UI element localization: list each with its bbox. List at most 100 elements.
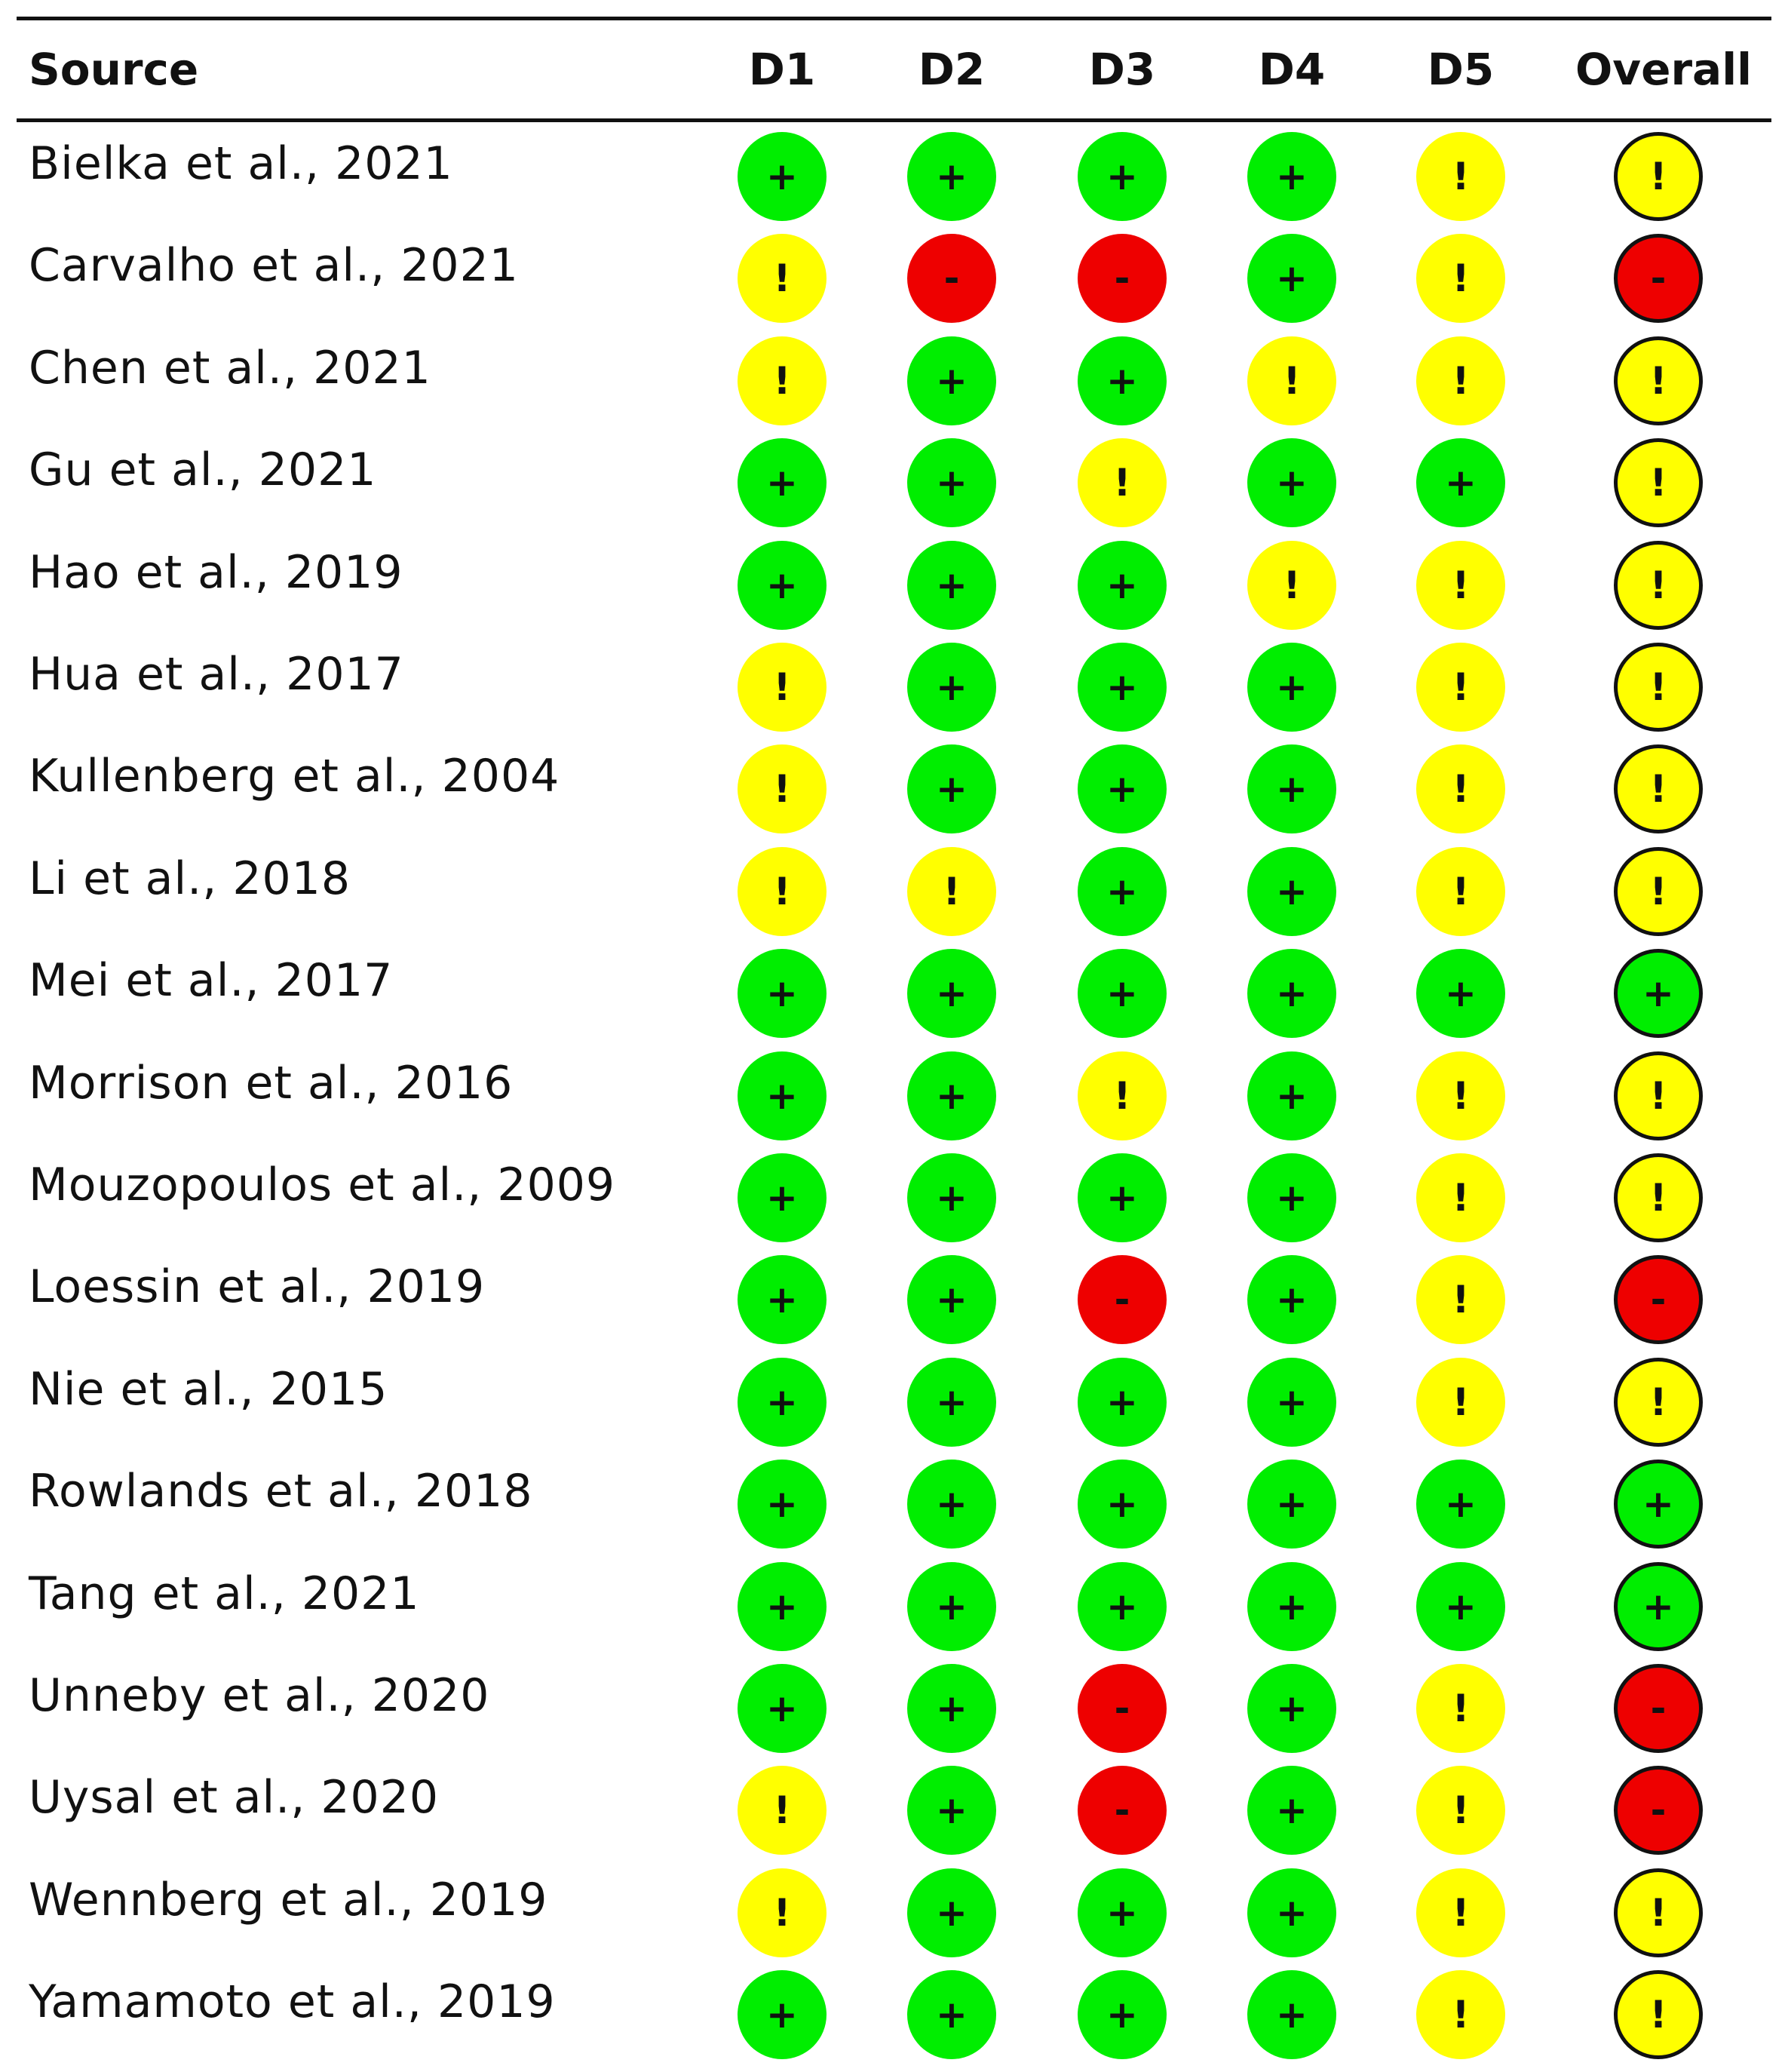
rating-overall-some-icon: ! (1614, 1970, 1703, 2059)
rating-d3-low-icon: + (1078, 1970, 1167, 2059)
rating-overall-low-icon: + (1614, 949, 1703, 1038)
rating-overall-some-icon: ! (1614, 438, 1703, 527)
table-row: Rowlands et al., 2018 + + + + + + (0, 1460, 1788, 1561)
rating-d1-some-icon: ! (738, 234, 827, 323)
rating-d3-low-icon: + (1078, 1358, 1167, 1447)
rating-d4-some-icon: ! (1247, 336, 1336, 425)
rating-d2-low-icon: + (907, 1562, 996, 1651)
rating-d5-some-icon: ! (1416, 1255, 1505, 1344)
source-label: Tang et al., 2021 (29, 1567, 420, 1620)
rating-d4-low-icon: + (1247, 1664, 1336, 1753)
rating-d2-low-icon: + (907, 1153, 996, 1242)
table-row: Li et al., 2018!! + +!! (0, 847, 1788, 949)
rating-d4-low-icon: + (1247, 1460, 1336, 1549)
rating-d2-low-icon: + (907, 336, 996, 425)
table-row: Nie et al., 2015 + + + +!! (0, 1358, 1788, 1460)
rating-d3-low-icon: + (1078, 132, 1167, 221)
rating-d4-low-icon: + (1247, 847, 1336, 936)
source-label: Carvalho et al., 2021 (29, 239, 519, 292)
rating-d2-low-icon: + (907, 1766, 996, 1855)
table-row: Tang et al., 2021 + + + + + + (0, 1562, 1788, 1664)
source-label: Wennberg et al., 2019 (29, 1874, 548, 1926)
rating-d1-low-icon: + (738, 1358, 827, 1447)
rating-d2-high-icon: - (907, 234, 996, 323)
rating-d2-low-icon: + (907, 949, 996, 1038)
table-row: Mei et al., 2017 + + + + + + (0, 949, 1788, 1051)
source-label: Li et al., 2018 (29, 852, 351, 905)
rating-overall-high-icon: - (1614, 234, 1703, 323)
rating-d5-some-icon: ! (1416, 132, 1505, 221)
rating-d4-low-icon: + (1247, 438, 1336, 527)
rating-d4-low-icon: + (1247, 234, 1336, 323)
rating-d1-low-icon: + (738, 1153, 827, 1242)
rating-d1-some-icon: ! (738, 1766, 827, 1855)
rating-d2-low-icon: + (907, 1255, 996, 1344)
rating-d5-low-icon: + (1416, 949, 1505, 1038)
table-row: Chen et al., 2021! + +!!! (0, 336, 1788, 438)
rating-d5-some-icon: ! (1416, 336, 1505, 425)
rating-d3-high-icon: - (1078, 234, 1167, 323)
rating-overall-some-icon: ! (1614, 336, 1703, 425)
table-row: Loessin et al., 2019 + + - +! - (0, 1255, 1788, 1357)
header-d3: D3 (1088, 44, 1156, 95)
table-row: Gu et al., 2021 + +! + +! (0, 438, 1788, 540)
header-rule (17, 118, 1771, 122)
table-row: Kullenberg et al., 2004! + + +!! (0, 744, 1788, 846)
table-row: Hua et al., 2017! + + +!! (0, 643, 1788, 744)
rating-d5-low-icon: + (1416, 1562, 1505, 1651)
rating-d1-low-icon: + (738, 541, 827, 630)
table-row: Unneby et al., 2020 + + - +! - (0, 1664, 1788, 1766)
rating-d2-low-icon: + (907, 1460, 996, 1549)
rating-d2-low-icon: + (907, 132, 996, 221)
table-top-rule (17, 17, 1771, 20)
rating-d4-low-icon: + (1247, 949, 1336, 1038)
header-d5: D5 (1427, 44, 1495, 95)
rating-overall-some-icon: ! (1614, 1358, 1703, 1447)
rating-overall-high-icon: - (1614, 1255, 1703, 1344)
rating-d1-low-icon: + (738, 1255, 827, 1344)
rating-d3-low-icon: + (1078, 1153, 1167, 1242)
rating-d4-some-icon: ! (1247, 541, 1336, 630)
rating-d1-some-icon: ! (738, 336, 827, 425)
rating-overall-low-icon: + (1614, 1460, 1703, 1549)
rating-d5-some-icon: ! (1416, 1358, 1505, 1447)
rating-d4-low-icon: + (1247, 1562, 1336, 1651)
table-row: Mouzopoulos et al., 2009 + + + +!! (0, 1153, 1788, 1255)
rating-overall-high-icon: - (1614, 1664, 1703, 1753)
rating-overall-some-icon: ! (1614, 1153, 1703, 1242)
rating-d3-low-icon: + (1078, 949, 1167, 1038)
rating-d3-low-icon: + (1078, 336, 1167, 425)
rating-d3-low-icon: + (1078, 744, 1167, 833)
rating-d3-low-icon: + (1078, 1562, 1167, 1651)
rating-d1-low-icon: + (738, 1051, 827, 1140)
rating-d1-some-icon: ! (738, 847, 827, 936)
rating-d1-low-icon: + (738, 132, 827, 221)
rating-overall-some-icon: ! (1614, 1051, 1703, 1140)
rating-d3-high-icon: - (1078, 1766, 1167, 1855)
rating-d2-low-icon: + (907, 1358, 996, 1447)
rating-overall-some-icon: ! (1614, 1868, 1703, 1957)
rating-d1-low-icon: + (738, 1460, 827, 1549)
rating-d1-some-icon: ! (738, 744, 827, 833)
rating-overall-some-icon: ! (1614, 744, 1703, 833)
rating-overall-some-icon: ! (1614, 847, 1703, 936)
rating-d2-low-icon: + (907, 438, 996, 527)
rating-d5-some-icon: ! (1416, 1970, 1505, 2059)
rating-overall-some-icon: ! (1614, 541, 1703, 630)
rating-d4-low-icon: + (1247, 1970, 1336, 2059)
rating-d5-some-icon: ! (1416, 234, 1505, 323)
table-row: Wennberg et al., 2019! + + +!! (0, 1868, 1788, 1970)
rating-d4-low-icon: + (1247, 132, 1336, 221)
source-label: Nie et al., 2015 (29, 1363, 388, 1416)
rating-overall-some-icon: ! (1614, 643, 1703, 732)
rating-d3-high-icon: - (1078, 1664, 1167, 1753)
rating-d5-some-icon: ! (1416, 744, 1505, 833)
source-label: Yamamoto et al., 2019 (29, 1975, 556, 2028)
source-label: Uysal et al., 2020 (29, 1771, 440, 1824)
rating-d4-low-icon: + (1247, 1153, 1336, 1242)
rating-d2-low-icon: + (907, 1970, 996, 2059)
rating-d5-some-icon: ! (1416, 1766, 1505, 1855)
rating-d5-some-icon: ! (1416, 1868, 1505, 1957)
header-source: Source (29, 44, 199, 95)
source-label: Rowlands et al., 2018 (29, 1465, 533, 1518)
